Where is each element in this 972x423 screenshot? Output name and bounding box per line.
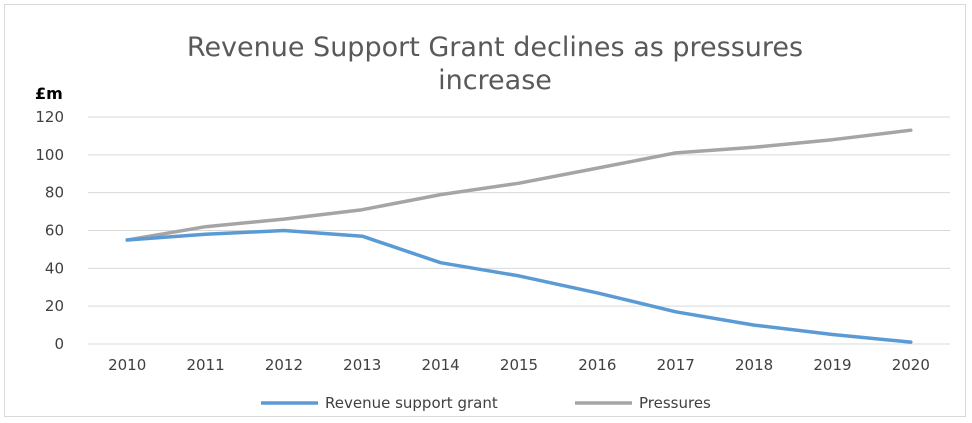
legend-label-1: Pressures [639,394,711,412]
chart-title-line-2: increase [438,65,552,96]
x-tick-label: 2019 [813,356,851,374]
y-tick-label: 40 [45,259,64,277]
legend-label-0: Revenue support grant [325,394,498,412]
chart-frame [4,4,966,417]
x-tick-label: 2017 [657,356,695,374]
x-tick-label: 2014 [422,356,460,374]
x-tick-label: 2012 [265,356,303,374]
chart-title-line-1: Revenue Support Grant declines as pressu… [187,32,803,63]
y-tick-label: 80 [45,184,64,202]
y-axis-unit-label: £m [35,84,63,103]
y-tick-label: 0 [54,335,64,353]
x-tick-label: 2013 [343,356,381,374]
y-tick-label: 60 [45,222,64,240]
x-tick-label: 2018 [735,356,773,374]
x-tick-label: 2020 [892,356,930,374]
x-tick-label: 2010 [108,356,146,374]
x-tick-label: 2011 [186,356,224,374]
y-tick-label: 20 [45,297,64,315]
y-tick-label: 120 [35,108,64,126]
x-tick-label: 2016 [578,356,616,374]
series-line-0 [125,228,913,344]
series-line-1 [125,128,913,242]
x-tick-label: 2015 [500,356,538,374]
y-tick-label: 100 [35,146,64,164]
